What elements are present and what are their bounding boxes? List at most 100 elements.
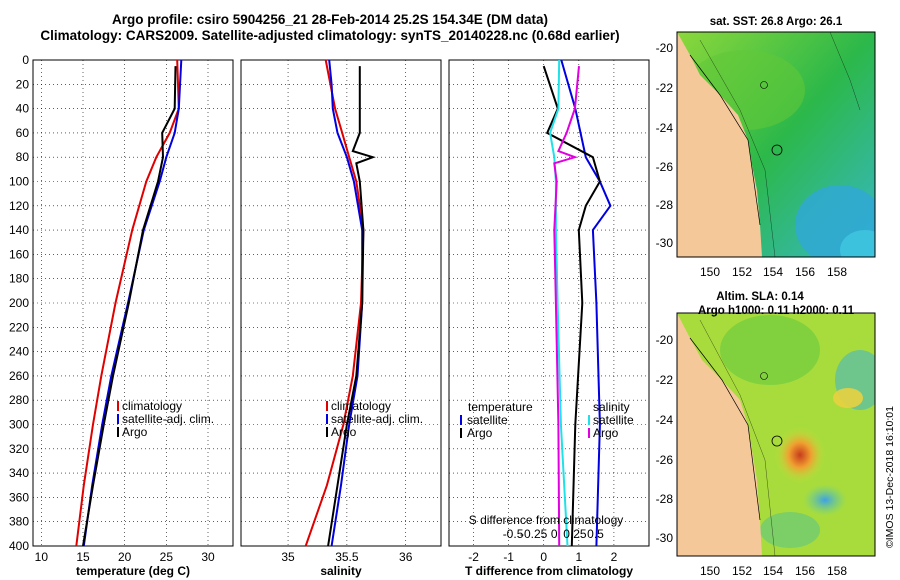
map-lat-tick: -26 xyxy=(656,160,674,174)
top-x-tick-label: 0 xyxy=(551,527,558,541)
depth-tick-label: 180 xyxy=(9,272,29,286)
map-lon-tick: 150 xyxy=(700,265,720,279)
depth-tick-label: 360 xyxy=(9,490,29,504)
series-argo xyxy=(327,66,376,547)
x-tick-label: 0 xyxy=(540,550,547,564)
map-lon-tick: 152 xyxy=(732,564,752,578)
x-axis-label: salinity xyxy=(320,564,362,578)
map-lon-tick: 156 xyxy=(795,265,815,279)
series-satellite-adj-clim- xyxy=(328,59,364,547)
map-lat-tick: -30 xyxy=(656,531,674,545)
series-s-argo xyxy=(553,66,580,547)
x-axis-label: temperature (deg C) xyxy=(76,564,190,578)
map-lat-tick: -24 xyxy=(656,413,674,427)
map-lon-tick: 158 xyxy=(827,265,847,279)
map-lon-tick: 150 xyxy=(700,564,720,578)
argo-location-marker xyxy=(771,144,783,156)
top-x-tick-label: 0.5 xyxy=(587,527,604,541)
legend-label: Argo xyxy=(122,425,148,439)
depth-tick-label: 320 xyxy=(9,442,29,456)
depth-tick-label: 120 xyxy=(9,199,29,213)
x-tick-label: 2 xyxy=(611,550,618,564)
x-tick-label: 25 xyxy=(160,550,174,564)
depth-tick-label: 400 xyxy=(9,539,29,553)
map-lat-tick: -30 xyxy=(656,236,674,250)
depth-tick-label: 80 xyxy=(16,150,30,164)
legend-label: climatology xyxy=(122,399,182,413)
depth-tick-label: 220 xyxy=(9,320,29,334)
argo-location-marker-sla xyxy=(771,435,783,447)
sst-map xyxy=(677,32,875,257)
x-tick-label: 36 xyxy=(399,550,413,564)
x-tick-label: 30 xyxy=(201,550,215,564)
legend-label: Argo xyxy=(467,426,493,440)
series-t-satellite xyxy=(560,59,612,547)
title-line-2: Climatology: CARS2009. Satellite-adjuste… xyxy=(40,28,620,43)
sla-map-title-2: Argo h1000: 0.11 h2000: 0.11 xyxy=(698,305,855,317)
series-satellite-adj-clim- xyxy=(82,59,183,547)
x-tick-label: -1 xyxy=(503,550,514,564)
depth-tick-label: 40 xyxy=(16,102,30,116)
map-lat-tick: -26 xyxy=(656,453,674,467)
x-tick-label: 10 xyxy=(35,550,49,564)
depth-tick-label: 200 xyxy=(9,296,29,310)
x-tick-label: 20 xyxy=(118,550,132,564)
top-x-tick-label: -0.25 xyxy=(520,527,548,541)
x-tick-label: 35.5 xyxy=(335,550,359,564)
sla-map-title-1: Altim. SLA: 0.14 xyxy=(716,291,804,303)
depth-tick-label: 240 xyxy=(9,345,29,359)
x-axis-label: T difference from climatology xyxy=(465,564,633,578)
depth-tick-label: 60 xyxy=(16,126,30,140)
map-lat-tick: -20 xyxy=(656,41,674,55)
top-x-tick-label: -0.5 xyxy=(503,527,524,541)
sst-map-title: sat. SST: 26.8 Argo: 26.1 xyxy=(710,16,843,28)
depth-tick-label: 300 xyxy=(9,418,29,432)
sla-map xyxy=(677,313,875,556)
map-lat-tick: -28 xyxy=(656,198,674,212)
x-tick-label: 1 xyxy=(575,550,582,564)
map-lon-tick: 158 xyxy=(827,564,847,578)
depth-tick-label: 140 xyxy=(9,223,29,237)
map-lat-tick: -20 xyxy=(656,333,674,347)
map-lon-tick: 152 xyxy=(732,265,752,279)
legend-label: Argo xyxy=(593,426,619,440)
top-x-axis-label: S difference from climatology xyxy=(469,513,624,527)
legend-title: salinity xyxy=(593,400,630,414)
legend-title: temperature xyxy=(468,400,533,414)
depth-tick-label: 20 xyxy=(16,77,30,91)
map-lon-tick: 154 xyxy=(763,564,783,578)
series-argo xyxy=(82,66,177,547)
map-lat-tick: -24 xyxy=(656,121,674,135)
x-tick-label: 35 xyxy=(281,550,295,564)
legend-label: Argo xyxy=(331,425,357,439)
series-climatology xyxy=(304,59,365,547)
panel-salinity: 35 35.5 36 salinity climatologysatellite-adj… xyxy=(240,59,442,578)
depth-tick-label: 380 xyxy=(9,515,29,529)
series-t-argo xyxy=(542,65,601,547)
depth-tick-label: 0 xyxy=(22,53,29,67)
map-lat-tick: -22 xyxy=(656,373,674,387)
legend-label: satellite xyxy=(467,413,508,427)
top-x-tick-label: 0.25 xyxy=(563,527,587,541)
legend-label: satellite xyxy=(593,413,634,427)
map-lon-tick: 156 xyxy=(795,564,815,578)
series-climatology xyxy=(75,59,180,547)
depth-tick-label: 100 xyxy=(9,175,29,189)
map-lon-tick: 154 xyxy=(763,265,783,279)
depth-tick-label: 260 xyxy=(9,369,29,383)
legend-label: climatology xyxy=(331,399,391,413)
title-line-1: Argo profile: csiro 5904256_21 28-Feb-20… xyxy=(112,12,548,27)
depth-tick-label: 280 xyxy=(9,393,29,407)
x-tick-label: 15 xyxy=(76,550,90,564)
panel-temperature: 0 20 40 60 80 100 120 140 160 180 200 220 240 260 280 3… xyxy=(9,53,234,578)
map-lat-tick: -22 xyxy=(656,81,674,95)
legend-label: satellite-adj. clim. xyxy=(331,412,423,426)
panel-difference: -2 -1 0 1 2T difference from climatology S di… xyxy=(448,59,650,578)
depth-tick-label: 340 xyxy=(9,466,29,480)
legend-label: satellite-adj. clim. xyxy=(122,412,214,426)
depth-tick-label: 160 xyxy=(9,247,29,261)
map-lat-tick: -28 xyxy=(656,492,674,506)
credit-label: ©IMOS 13-Dec-2018 16:10:01 xyxy=(884,406,896,548)
x-tick-label: -2 xyxy=(468,550,479,564)
